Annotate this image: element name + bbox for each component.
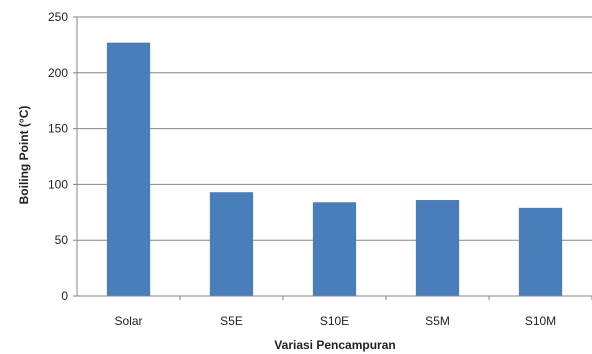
x-axis-title: Variasi Pencampuran — [274, 338, 395, 352]
x-tick-label: Solar — [114, 314, 142, 328]
x-tick-label: S5M — [425, 314, 450, 328]
y-tick-label: 250 — [48, 10, 68, 24]
bar-s5e — [209, 192, 254, 296]
y-tick-label: 0 — [61, 289, 68, 303]
y-tick-label: 50 — [55, 233, 69, 247]
bar-s10m — [518, 207, 563, 296]
y-tick-labels: 0 50 100 150 200 250 — [48, 10, 77, 303]
y-tick-label: 100 — [48, 177, 68, 191]
y-axis-title: Boiling Point (°C) — [17, 106, 31, 205]
bar-solar — [106, 42, 151, 296]
x-tick-label: S10E — [320, 314, 349, 328]
x-tick-label: S5E — [220, 314, 243, 328]
x-tick-labels: Solar S5E S10E S5M S10M — [114, 296, 592, 328]
bars — [106, 42, 563, 296]
bar-s10e — [312, 202, 357, 296]
y-tick-label: 150 — [48, 122, 68, 136]
gridlines — [77, 16, 592, 241]
y-tick-label: 200 — [48, 66, 68, 80]
x-tick-label: S10M — [525, 314, 556, 328]
bar-s5m — [415, 200, 460, 296]
